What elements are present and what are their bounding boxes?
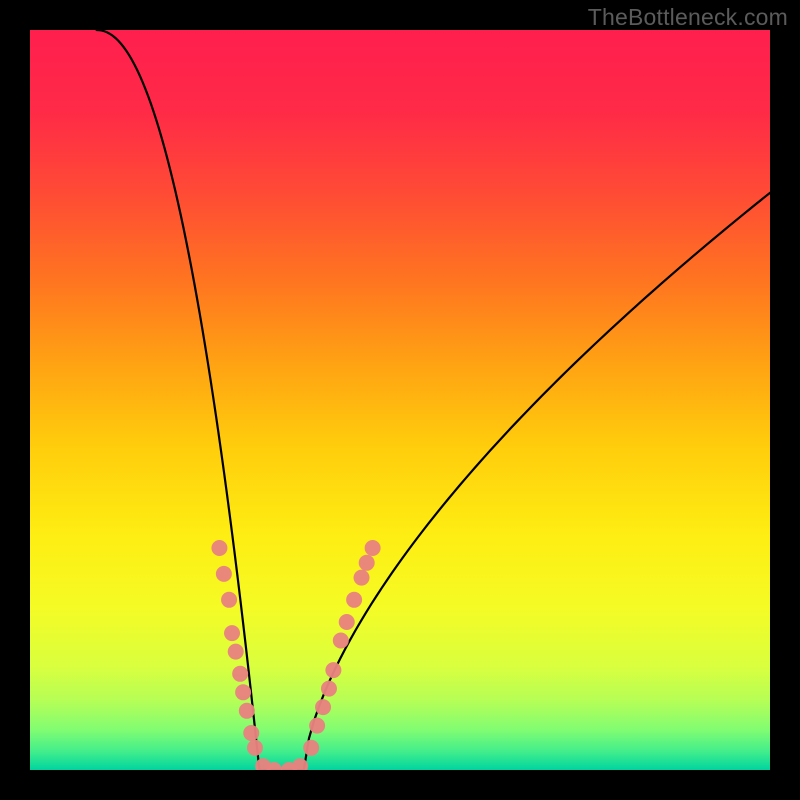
data-point bbox=[354, 570, 370, 586]
data-point bbox=[243, 725, 259, 741]
data-point bbox=[247, 740, 263, 756]
data-point bbox=[339, 614, 355, 630]
data-point bbox=[359, 555, 375, 571]
data-point bbox=[235, 684, 251, 700]
data-point bbox=[228, 644, 244, 660]
data-point bbox=[224, 625, 240, 641]
data-point bbox=[325, 662, 341, 678]
chart-stage: TheBottleneck.com bbox=[0, 0, 800, 800]
data-point bbox=[315, 699, 331, 715]
data-point bbox=[333, 633, 349, 649]
data-point bbox=[303, 740, 319, 756]
data-point bbox=[232, 666, 248, 682]
data-point bbox=[239, 703, 255, 719]
data-point bbox=[221, 592, 237, 608]
data-point bbox=[216, 566, 232, 582]
chart-background bbox=[30, 30, 770, 770]
data-point bbox=[309, 718, 325, 734]
data-point bbox=[346, 592, 362, 608]
data-point bbox=[321, 681, 337, 697]
data-point bbox=[211, 540, 227, 556]
data-point bbox=[365, 540, 381, 556]
chart-svg bbox=[0, 0, 800, 800]
